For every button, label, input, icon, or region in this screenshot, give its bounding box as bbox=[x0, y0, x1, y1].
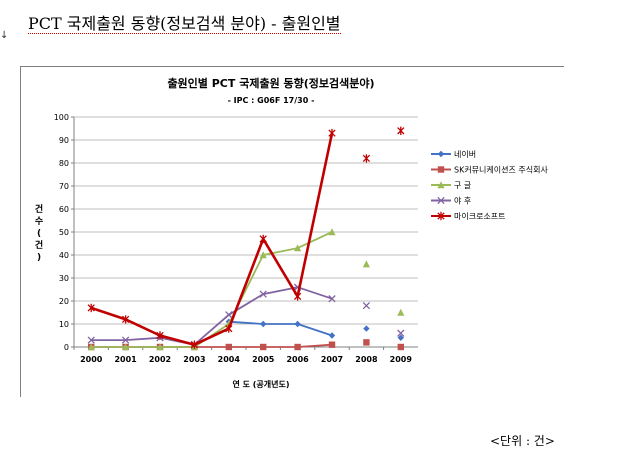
legend-item: 야 후 bbox=[431, 196, 471, 206]
data-point bbox=[294, 320, 301, 328]
data-point bbox=[225, 324, 233, 333]
data-point bbox=[156, 331, 164, 340]
legend-item: 구 글 bbox=[431, 181, 471, 190]
y-tick-label: 20 bbox=[59, 297, 69, 306]
data-point bbox=[397, 343, 404, 351]
data-point bbox=[259, 234, 267, 244]
legend-label: 야 후 bbox=[454, 196, 471, 206]
y-tick-label: 90 bbox=[59, 136, 69, 145]
y-tick-label: 40 bbox=[59, 251, 69, 260]
data-point bbox=[122, 343, 130, 351]
x-tick-label: 2002 bbox=[149, 355, 171, 364]
y-tick-label: 30 bbox=[59, 274, 69, 283]
x-tick-label: 2006 bbox=[286, 355, 309, 364]
y-axis-label-char: ( bbox=[37, 229, 41, 239]
data-point bbox=[259, 251, 267, 259]
series-3 bbox=[87, 283, 405, 349]
y-axis-label: 건수(건) bbox=[35, 203, 43, 263]
chart-frame: 출원인별 PCT 국제출원 동향(정보검색분야) - IPC : G06F 17… bbox=[20, 66, 564, 397]
x-axis-label: 연 도 (공개년도) bbox=[232, 379, 289, 389]
grid-layer bbox=[74, 116, 418, 348]
series-4 bbox=[87, 126, 405, 349]
legend-item: SK커뮤니케이션즈 주식회사 bbox=[431, 165, 548, 175]
chart-title: 출원인별 PCT 국제출원 동향(정보검색분야) bbox=[167, 76, 374, 90]
data-point bbox=[156, 343, 164, 351]
x-tick-label: 2009 bbox=[390, 355, 413, 364]
data-point bbox=[362, 301, 371, 310]
data-point bbox=[294, 343, 301, 351]
data-point bbox=[397, 126, 405, 135]
x-tick-label: 2008 bbox=[355, 355, 378, 364]
chart-subtitle: - IPC : G06F 17/30 - bbox=[228, 96, 315, 105]
data-point bbox=[363, 339, 370, 346]
data-point bbox=[397, 329, 405, 337]
legend-label: 구 글 bbox=[454, 181, 471, 190]
data-point bbox=[190, 340, 199, 349]
data-point bbox=[87, 303, 95, 313]
unit-note: <단위 : 건> bbox=[490, 434, 555, 448]
series-2 bbox=[87, 228, 405, 351]
data-point bbox=[260, 320, 267, 328]
x-tick-label: 2007 bbox=[321, 355, 343, 364]
data-point bbox=[362, 154, 371, 163]
data-point bbox=[328, 341, 336, 348]
document-title: PCT 국제출원 동향(정보검색 분야) - 출원인별 bbox=[28, 10, 341, 34]
y-axis-label-char: 수 bbox=[35, 216, 43, 227]
data-point bbox=[294, 244, 302, 252]
data-point bbox=[362, 260, 370, 268]
data-point bbox=[225, 343, 232, 351]
series-layer bbox=[87, 126, 405, 351]
x-tick-label: 2000 bbox=[80, 355, 103, 364]
x-tick-label: 2005 bbox=[252, 355, 275, 364]
data-point bbox=[397, 334, 404, 341]
data-point bbox=[259, 290, 267, 298]
x-tick-label: 2001 bbox=[114, 355, 137, 364]
y-tick-label: 100 bbox=[54, 113, 69, 122]
data-point bbox=[397, 308, 405, 316]
legend-item: 마이크로소프트 bbox=[431, 211, 506, 221]
line-chart: 출원인별 PCT 국제출원 동향(정보검색분야) - IPC : G06F 17… bbox=[35, 76, 549, 389]
data-point bbox=[437, 211, 445, 221]
data-point bbox=[328, 332, 336, 339]
y-tick-label: 10 bbox=[59, 320, 69, 329]
y-tick-label: 70 bbox=[59, 182, 69, 191]
y-tick-label: 50 bbox=[59, 228, 69, 237]
y-tick-label: 60 bbox=[59, 205, 69, 214]
data-point bbox=[328, 228, 336, 236]
data-point bbox=[87, 343, 95, 351]
legend-item: 네이버 bbox=[431, 149, 476, 159]
x-tick-label: 2003 bbox=[183, 355, 205, 364]
series-line bbox=[90, 132, 334, 347]
data-point bbox=[225, 311, 233, 319]
axis-layer: 0 10 20 30 40 50 60 70 80 90 100 2000 2001 2002 2003 20… bbox=[54, 113, 418, 364]
data-point bbox=[437, 196, 445, 205]
series-line bbox=[228, 320, 333, 337]
y-axis-label-char: 건 bbox=[35, 239, 43, 251]
data-point bbox=[328, 295, 336, 303]
data-point bbox=[121, 336, 130, 344]
data-point bbox=[328, 128, 336, 138]
y-axis-label-char: ) bbox=[37, 253, 41, 263]
data-point bbox=[121, 315, 130, 324]
margin-arrow-mark: ↓ bbox=[0, 30, 9, 41]
data-point bbox=[87, 336, 95, 344]
document-title-text: PCT 국제출원 동향(정보검색 분야) - 출원인별 bbox=[28, 14, 341, 34]
y-tick-label: 80 bbox=[59, 159, 69, 168]
data-point bbox=[293, 292, 302, 301]
data-point bbox=[260, 343, 267, 351]
data-point bbox=[363, 325, 370, 332]
y-axis-label-char: 건 bbox=[35, 203, 43, 215]
legend-label: SK커뮤니케이션즈 주식회사 bbox=[454, 165, 548, 175]
y-tick-label: 0 bbox=[64, 343, 69, 352]
legend-label: 네이버 bbox=[454, 149, 476, 159]
data-point bbox=[437, 150, 445, 158]
series-0 bbox=[225, 318, 404, 341]
data-point bbox=[437, 181, 445, 189]
legend-label: 마이크로소프트 bbox=[454, 211, 506, 221]
x-tick-label: 2004 bbox=[218, 355, 241, 364]
data-point bbox=[437, 166, 445, 173]
